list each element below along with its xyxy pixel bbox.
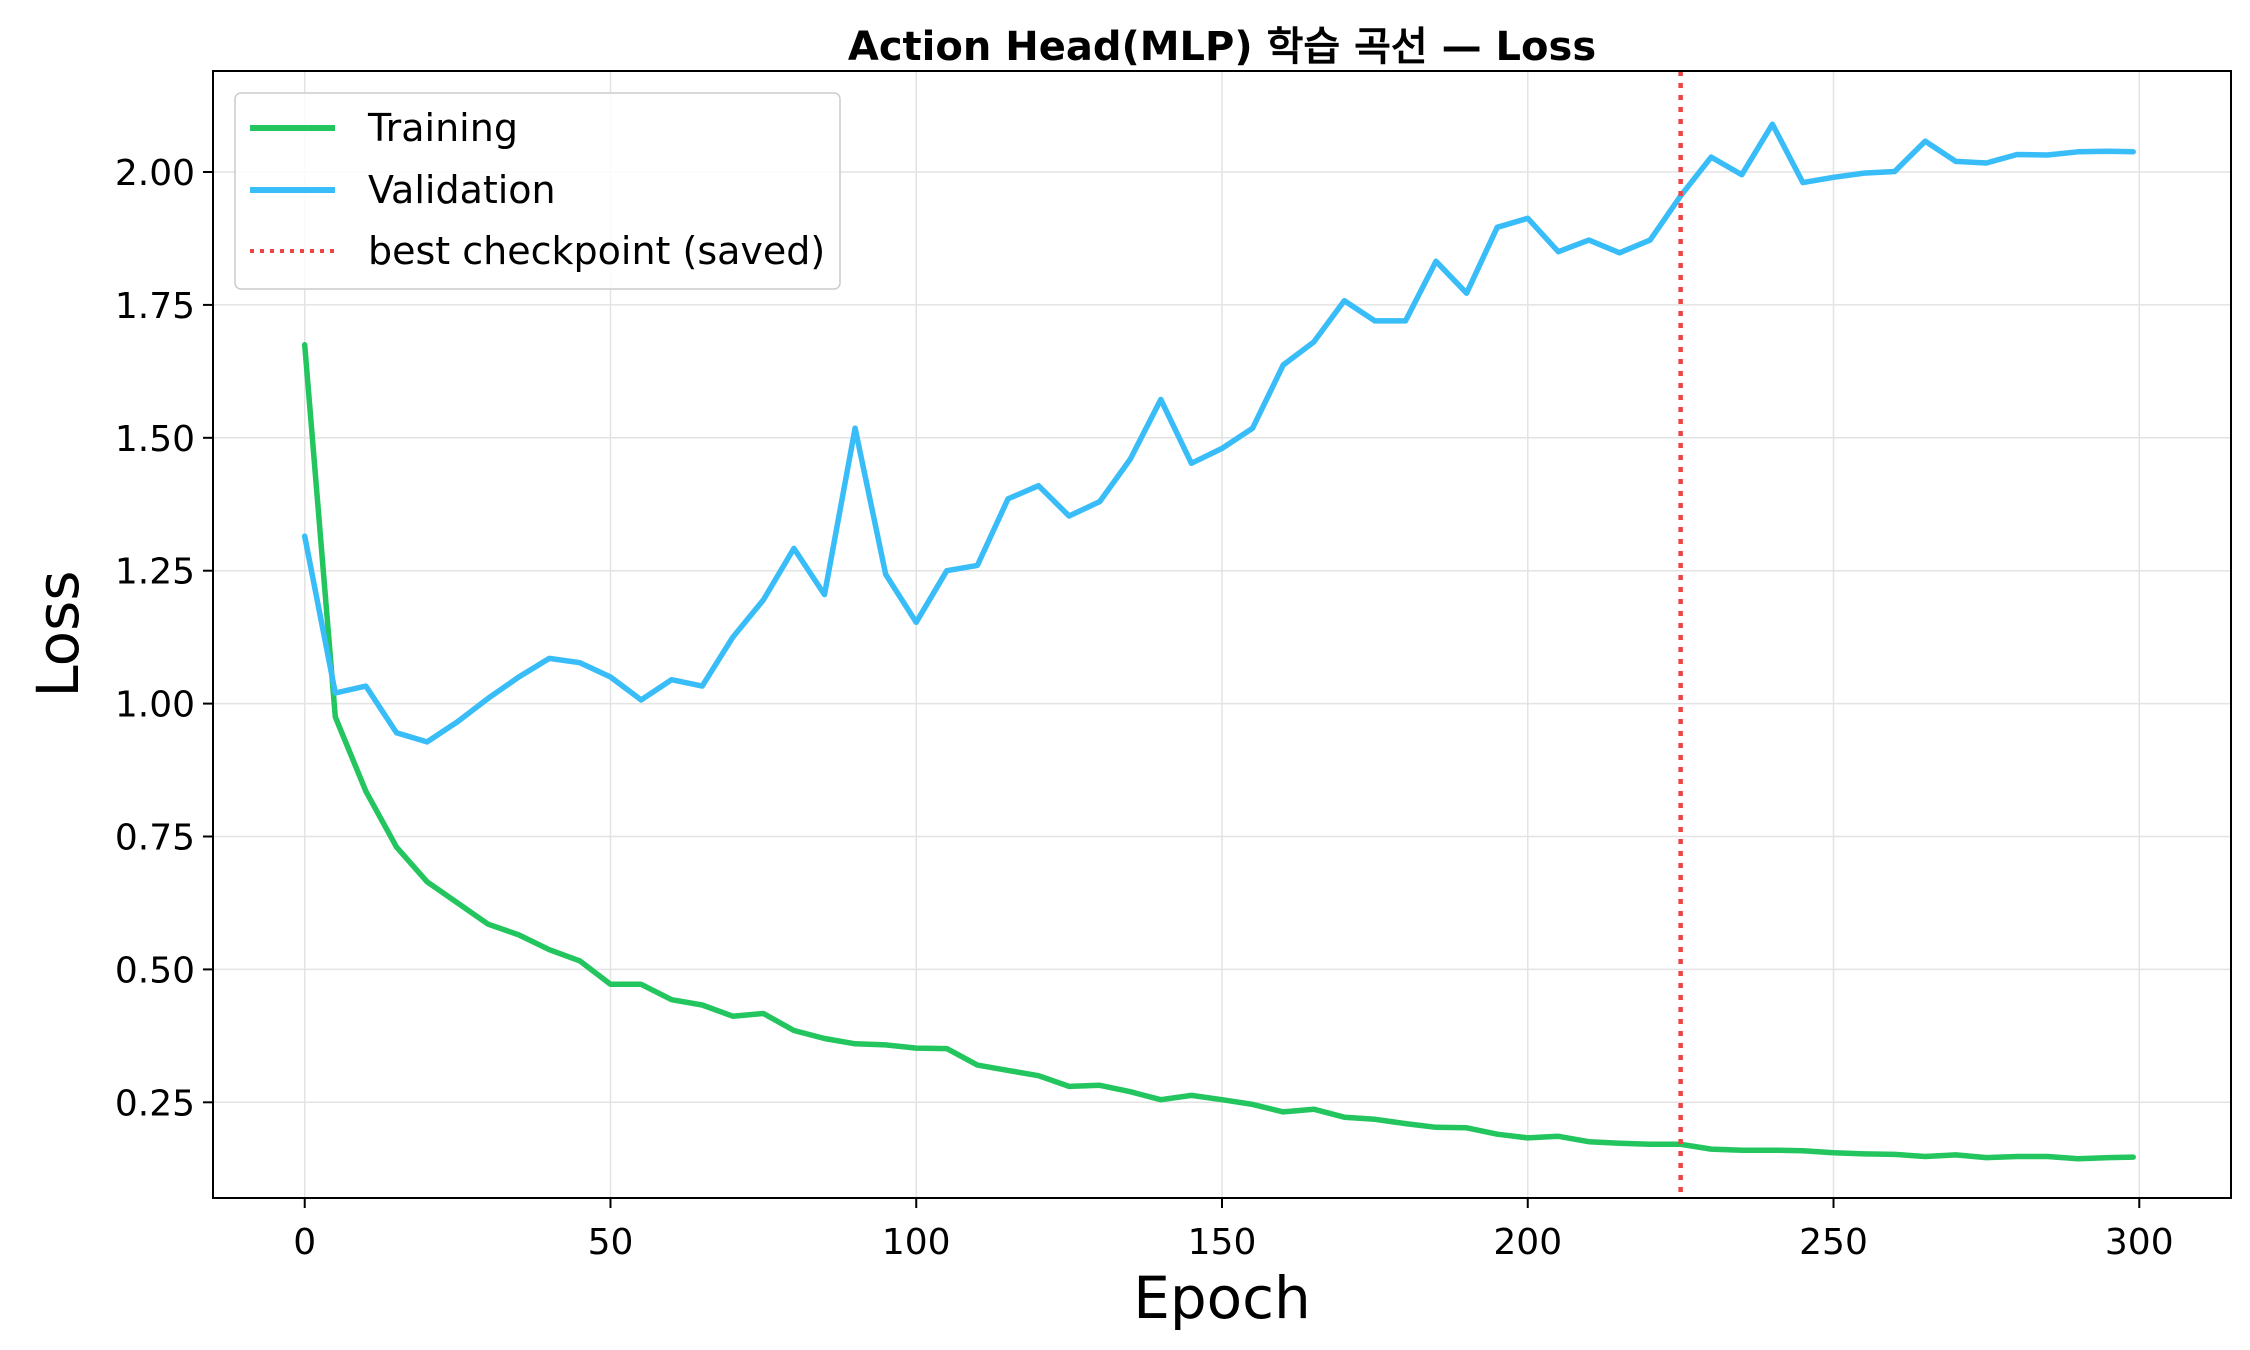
y-tick-label: 0.75 <box>115 818 195 859</box>
grid-lines <box>213 71 2231 1198</box>
series-line-validation <box>301 121 2136 745</box>
y-tick-label: 1.75 <box>115 286 195 327</box>
y-tick-label: 1.00 <box>115 685 195 726</box>
y-tick-label: 0.50 <box>115 950 195 991</box>
x-tick-label: 0 <box>293 1222 316 1263</box>
series-line-training <box>301 342 2136 1162</box>
legend-label-best-checkpoint: best checkpoint (saved) <box>368 229 825 273</box>
y-axis-ticks: 0.25 0.50 0.75 1.00 1.25 1.50 1.75 2.00 <box>115 153 213 1124</box>
legend-box <box>234 92 841 290</box>
y-tick-label: 2.00 <box>115 153 195 194</box>
legend-label-training: Training <box>367 106 518 150</box>
series-lines <box>301 121 2136 1162</box>
x-tick-label: 200 <box>1493 1222 1562 1263</box>
x-axis-ticks: 0 50 100 150 200 250 300 <box>293 1198 2174 1263</box>
x-tick-label: 300 <box>2105 1222 2174 1263</box>
y-tick-label: 1.25 <box>115 552 195 593</box>
legend: Training Validation best checkpoint (sav… <box>234 92 841 290</box>
legend-label-validation: Validation <box>368 168 556 212</box>
x-tick-label: 100 <box>882 1222 951 1263</box>
x-axis-label: Epoch <box>1133 1264 1311 1332</box>
y-tick-label: 1.50 <box>115 419 195 460</box>
x-tick-label: 150 <box>1188 1222 1257 1263</box>
chart-title: Action Head(MLP) 학습 곡선 — Loss <box>848 24 1596 70</box>
y-tick-label: 0.25 <box>115 1083 195 1124</box>
x-tick-label: 50 <box>588 1222 634 1263</box>
x-tick-label: 250 <box>1799 1222 1868 1263</box>
y-axis-label: Loss <box>24 570 92 697</box>
